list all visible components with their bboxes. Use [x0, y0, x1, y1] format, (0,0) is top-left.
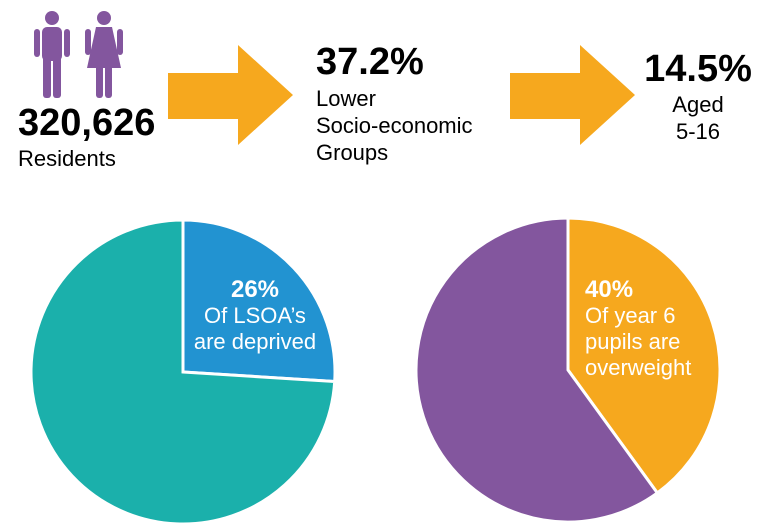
socio-economic-label-line3: Groups [316, 140, 389, 165]
pie2-label: 40% Of year 6 pupils are overweight [585, 277, 725, 381]
pie1-label-line2: are deprived [193, 329, 317, 354]
socio-economic-label: Lower Socio-economic Groups [316, 85, 501, 166]
pie1-slice-1 [29, 218, 337, 526]
aged-label-line2: 5-16 [675, 119, 721, 144]
pie2-slice-0 [566, 216, 722, 496]
residents-label: Residents [18, 146, 116, 171]
residents-count: 320,626 [18, 102, 156, 144]
pie1-label: 26% Of LSOA’s are deprived [180, 277, 330, 355]
pie2-label-line1: Of year 6 [585, 303, 676, 328]
pie1-label-line1: Of LSOA’s [204, 303, 306, 328]
aged-label: Aged 5-16 [638, 91, 758, 145]
pie1-percent: 26% [230, 276, 280, 303]
pie2-label-line3: overweight [585, 355, 692, 380]
aged-percent: 14.5% [644, 48, 752, 90]
right-arrow-icon [510, 45, 635, 145]
male-female-people-icon [34, 11, 123, 98]
aged-label-line1: Aged [672, 92, 724, 117]
pie2-percent: 40% [585, 276, 634, 303]
pie2-label-line2: pupils are [585, 329, 681, 354]
socio-economic-label-line1: Lower [316, 86, 376, 111]
socio-economic-label-line2: Socio-economic [316, 113, 473, 138]
socio-economic-percent: 37.2% [316, 41, 424, 83]
pie1-slice-0 [181, 218, 337, 384]
right-arrow-icon [168, 45, 293, 145]
pie2-slice-1 [414, 216, 660, 524]
